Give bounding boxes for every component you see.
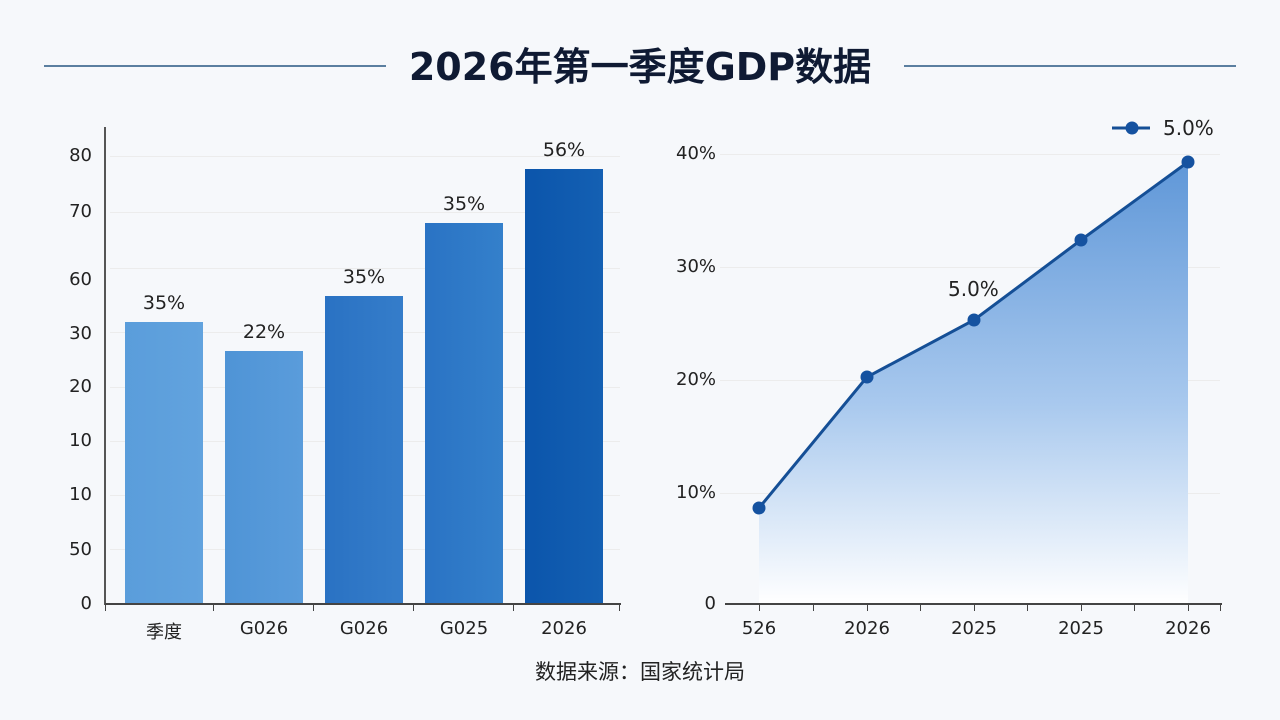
data-point	[860, 370, 874, 384]
data-point	[1074, 233, 1088, 247]
x-tick	[513, 604, 514, 611]
y-tick-label: 10	[69, 430, 92, 451]
bar-value-label: 56%	[542, 139, 586, 161]
y-tick-label: 40%	[676, 143, 717, 164]
x-tick-label: 2026	[844, 618, 890, 639]
x-tick-label: G025	[439, 618, 489, 639]
x-tick-label: 526	[741, 618, 777, 639]
gridline	[110, 212, 620, 213]
x-tick	[813, 604, 814, 611]
x-tick-label: 2025	[1058, 618, 1104, 639]
y-tick-label: 10	[69, 484, 92, 505]
x-axis	[725, 603, 1222, 605]
y-axis	[104, 127, 106, 605]
x-tick-label: 季度	[146, 622, 182, 643]
page-title: 2026年第一季度GDP数据	[408, 45, 872, 89]
x-tick-label: 2025	[951, 618, 997, 639]
bar	[525, 169, 603, 604]
x-tick-label: 2026	[541, 618, 587, 639]
x-tick	[1081, 604, 1082, 611]
y-tick-label: 20%	[676, 369, 717, 390]
bar-value-label: 22%	[242, 321, 286, 343]
title-rule-left	[44, 65, 386, 67]
bar-value-label: 35%	[442, 193, 486, 215]
x-tick	[1134, 604, 1135, 611]
bar	[425, 223, 503, 604]
data-point	[967, 313, 981, 327]
x-tick	[213, 604, 214, 611]
bar-value-label: 35%	[342, 266, 386, 288]
x-tick	[105, 604, 106, 611]
data-source-note: 数据来源：国家统计局	[535, 660, 745, 684]
legend-label: 5.0%	[1163, 116, 1214, 140]
title-rule-right	[904, 65, 1236, 67]
data-point	[752, 501, 766, 515]
y-tick-label: 70	[69, 201, 92, 222]
x-tick	[619, 604, 620, 611]
x-tick-label: 2026	[1165, 618, 1211, 639]
x-tick	[1220, 604, 1221, 611]
x-tick	[413, 604, 414, 611]
y-tick-label: 50	[69, 539, 92, 560]
gridline	[720, 267, 1220, 268]
bar	[225, 351, 303, 604]
x-tick	[867, 604, 868, 611]
bar-value-label: 35%	[142, 292, 186, 314]
y-tick-label: 60	[69, 269, 92, 290]
gridline	[110, 268, 620, 269]
bar	[125, 322, 203, 604]
x-axis	[105, 603, 621, 605]
y-tick-label: 80	[69, 145, 92, 166]
point-annotation: 5.0%	[948, 277, 999, 301]
legend-marker-icon	[1125, 121, 1139, 135]
y-tick-label: 30%	[676, 256, 717, 277]
y-tick-label: 30	[69, 323, 92, 344]
gridline	[110, 156, 620, 157]
x-tick	[1027, 604, 1028, 611]
x-tick	[974, 604, 975, 611]
area-fill	[759, 162, 1188, 604]
gridline	[720, 154, 1220, 155]
x-tick-label: G026	[339, 618, 389, 639]
x-tick-label: G026	[239, 618, 289, 639]
x-tick	[1188, 604, 1189, 611]
x-tick	[920, 604, 921, 611]
y-tick-label: 10%	[676, 482, 717, 503]
y-tick-label: 0	[80, 593, 92, 614]
bar	[325, 296, 403, 604]
x-tick	[313, 604, 314, 611]
y-tick-label: 0	[704, 593, 716, 614]
x-tick	[759, 604, 760, 611]
y-tick-label: 20	[69, 376, 92, 397]
data-point	[1181, 155, 1195, 169]
